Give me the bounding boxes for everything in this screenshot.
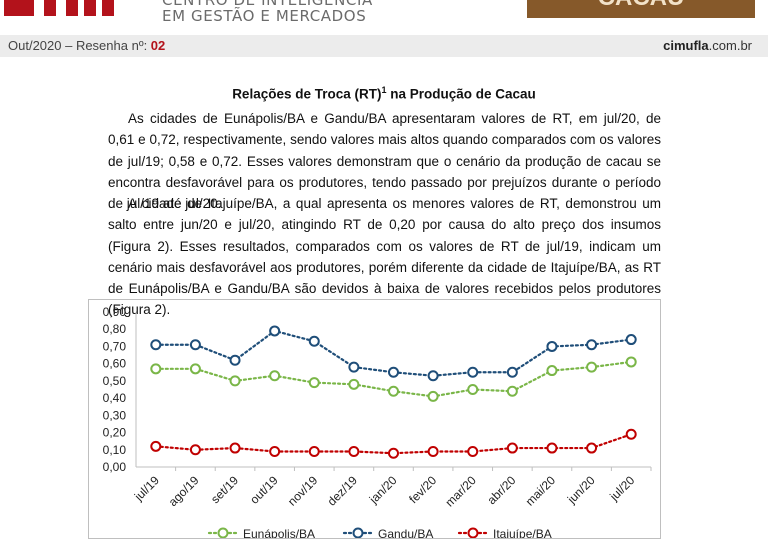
legend-label: Eunápolis/BA xyxy=(243,527,315,538)
article-title: Relações de Troca (RT)1 na Produção de C… xyxy=(0,85,768,102)
data-point xyxy=(269,370,281,382)
paragraph-1: As cidades de Eunápolis/BA e Gandu/BA ap… xyxy=(108,111,661,212)
data-point xyxy=(189,339,201,351)
data-point xyxy=(586,361,598,373)
data-point xyxy=(546,340,558,352)
x-tick-label: set/19 xyxy=(208,473,241,506)
data-point xyxy=(467,366,479,378)
x-tick-label: mar/20 xyxy=(443,473,480,510)
y-tick-label: 0,30 xyxy=(103,408,127,422)
center-name-line2: EM GESTÃO E MERCADOS xyxy=(162,7,367,25)
data-point xyxy=(269,446,281,457)
data-point xyxy=(625,428,637,440)
data-point xyxy=(427,370,439,382)
x-tick-label: jun/20 xyxy=(564,473,598,507)
data-point xyxy=(348,378,360,390)
rt-chart: 0,00 0,10 0,20 0,30 0,40 0,50 0,60 0,70 0,80 0,90… xyxy=(88,299,661,539)
y-tick-label: 0,80 xyxy=(103,322,127,336)
data-point xyxy=(388,385,399,397)
y-tick-label: 0,10 xyxy=(103,443,127,457)
y-tick-label: 0,40 xyxy=(103,391,127,405)
data-point xyxy=(308,335,320,347)
site-link[interactable]: cimufla.com.br xyxy=(663,38,752,53)
site-domain: .com.br xyxy=(708,38,752,53)
data-point xyxy=(427,390,439,402)
data-point xyxy=(467,446,479,457)
edition-number: 02 xyxy=(150,38,166,53)
data-point xyxy=(388,366,399,378)
x-tick-label: out/19 xyxy=(247,473,281,507)
legend-label: Gandu/BA xyxy=(378,527,433,538)
x-tick-label: mai/20 xyxy=(523,473,559,509)
data-point xyxy=(546,365,558,377)
x-tick-label: dez/19 xyxy=(325,473,361,509)
data-point xyxy=(586,339,598,351)
title-main: Relações de Troca (RT) xyxy=(232,86,382,102)
data-point xyxy=(308,377,320,389)
center-name-line1: CENTRO DE INTELIGÊNCIA xyxy=(162,0,373,9)
brand-text: CACAU xyxy=(598,0,685,11)
data-point xyxy=(348,361,360,373)
data-point xyxy=(308,446,320,457)
cim-logo xyxy=(4,0,114,16)
legend-swatch-marker xyxy=(217,527,229,538)
y-tick-label: 0,60 xyxy=(103,357,127,371)
x-tick-label: jan/20 xyxy=(366,473,400,507)
x-tick-label: ago/19 xyxy=(166,473,202,509)
brand-banner: CACAU xyxy=(527,0,755,18)
data-point xyxy=(150,339,162,351)
legend-label: Itajuípe/BA xyxy=(493,527,552,538)
data-point xyxy=(586,442,598,454)
data-point xyxy=(229,375,241,387)
data-point xyxy=(229,442,241,454)
data-point xyxy=(467,384,479,395)
paragraph-2: A cidade de Itajuípe/BA, a qual apresent… xyxy=(108,196,661,318)
x-tick-label: abr/20 xyxy=(485,473,519,507)
y-tick-label: 0,70 xyxy=(103,339,127,353)
x-tick-label: jul/20 xyxy=(606,473,637,504)
data-point xyxy=(348,446,360,457)
legend-swatch-marker xyxy=(467,527,479,538)
y-tick-label: 0,90 xyxy=(103,305,127,319)
data-point xyxy=(229,354,241,366)
legend-swatch-marker xyxy=(352,527,364,538)
data-point xyxy=(189,363,201,375)
data-point xyxy=(506,366,518,378)
data-point xyxy=(269,325,281,337)
rt-line-chart: 0,00 0,10 0,20 0,30 0,40 0,50 0,60 0,70 0,80 0,90… xyxy=(103,305,652,538)
edition-bar xyxy=(0,35,768,57)
y-tick-label: 0,50 xyxy=(103,374,127,388)
title-footnote-ref: 1 xyxy=(381,85,387,95)
y-tick-label: 0,20 xyxy=(103,426,127,440)
edition-prefix: Out/2020 – Resenha nº: xyxy=(8,38,151,53)
edition-label: Out/2020 – Resenha nº: 02 xyxy=(8,38,165,53)
data-point xyxy=(506,385,518,397)
data-point xyxy=(189,444,201,456)
y-tick-label: 0,00 xyxy=(103,460,127,474)
x-tick-label: jul/19 xyxy=(131,473,162,504)
data-point xyxy=(625,356,637,368)
data-point xyxy=(150,363,162,375)
x-tick-label: nov/19 xyxy=(285,473,321,509)
data-point xyxy=(506,442,518,454)
x-tick-label: fev/20 xyxy=(406,473,439,506)
data-point xyxy=(427,446,439,457)
data-point xyxy=(546,442,558,454)
title-tail: na Produção de Cacau xyxy=(386,86,536,102)
data-point xyxy=(150,440,162,452)
data-point xyxy=(388,447,399,459)
data-point xyxy=(625,334,637,346)
site-name: cimufla xyxy=(663,38,709,53)
center-name: CENTRO DE INTELIGÊNCIA EM GESTÃO E MERCA… xyxy=(162,0,402,24)
